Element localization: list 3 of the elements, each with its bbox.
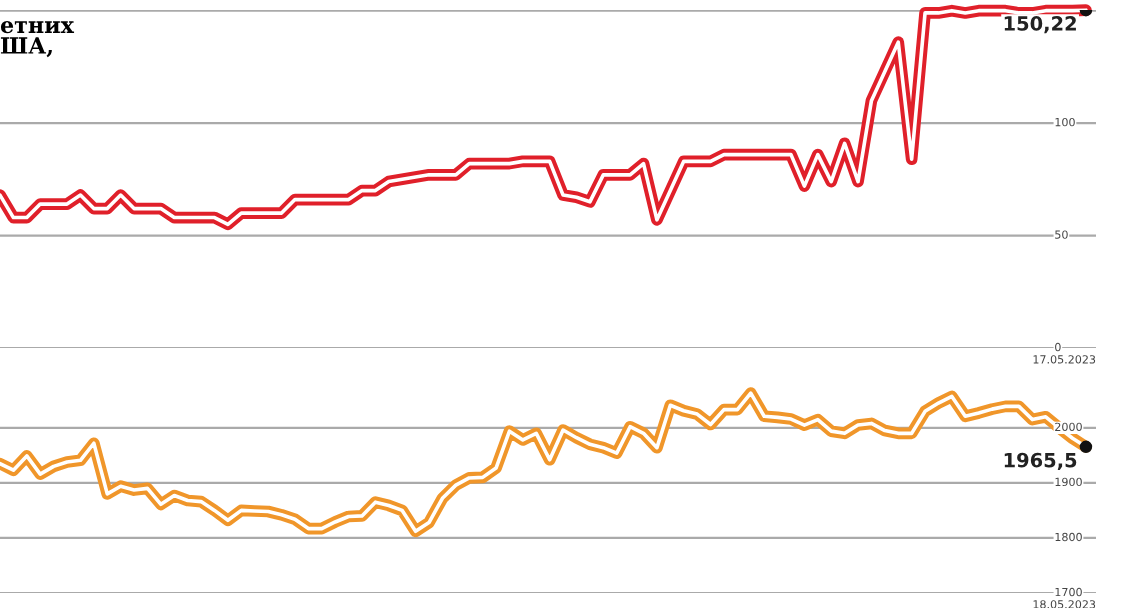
- data-label: 1965,5: [1004, 452, 1077, 470]
- text: етних ША,: [0, 21, 75, 58]
- data-label: 150,22: [1004, 16, 1076, 34]
